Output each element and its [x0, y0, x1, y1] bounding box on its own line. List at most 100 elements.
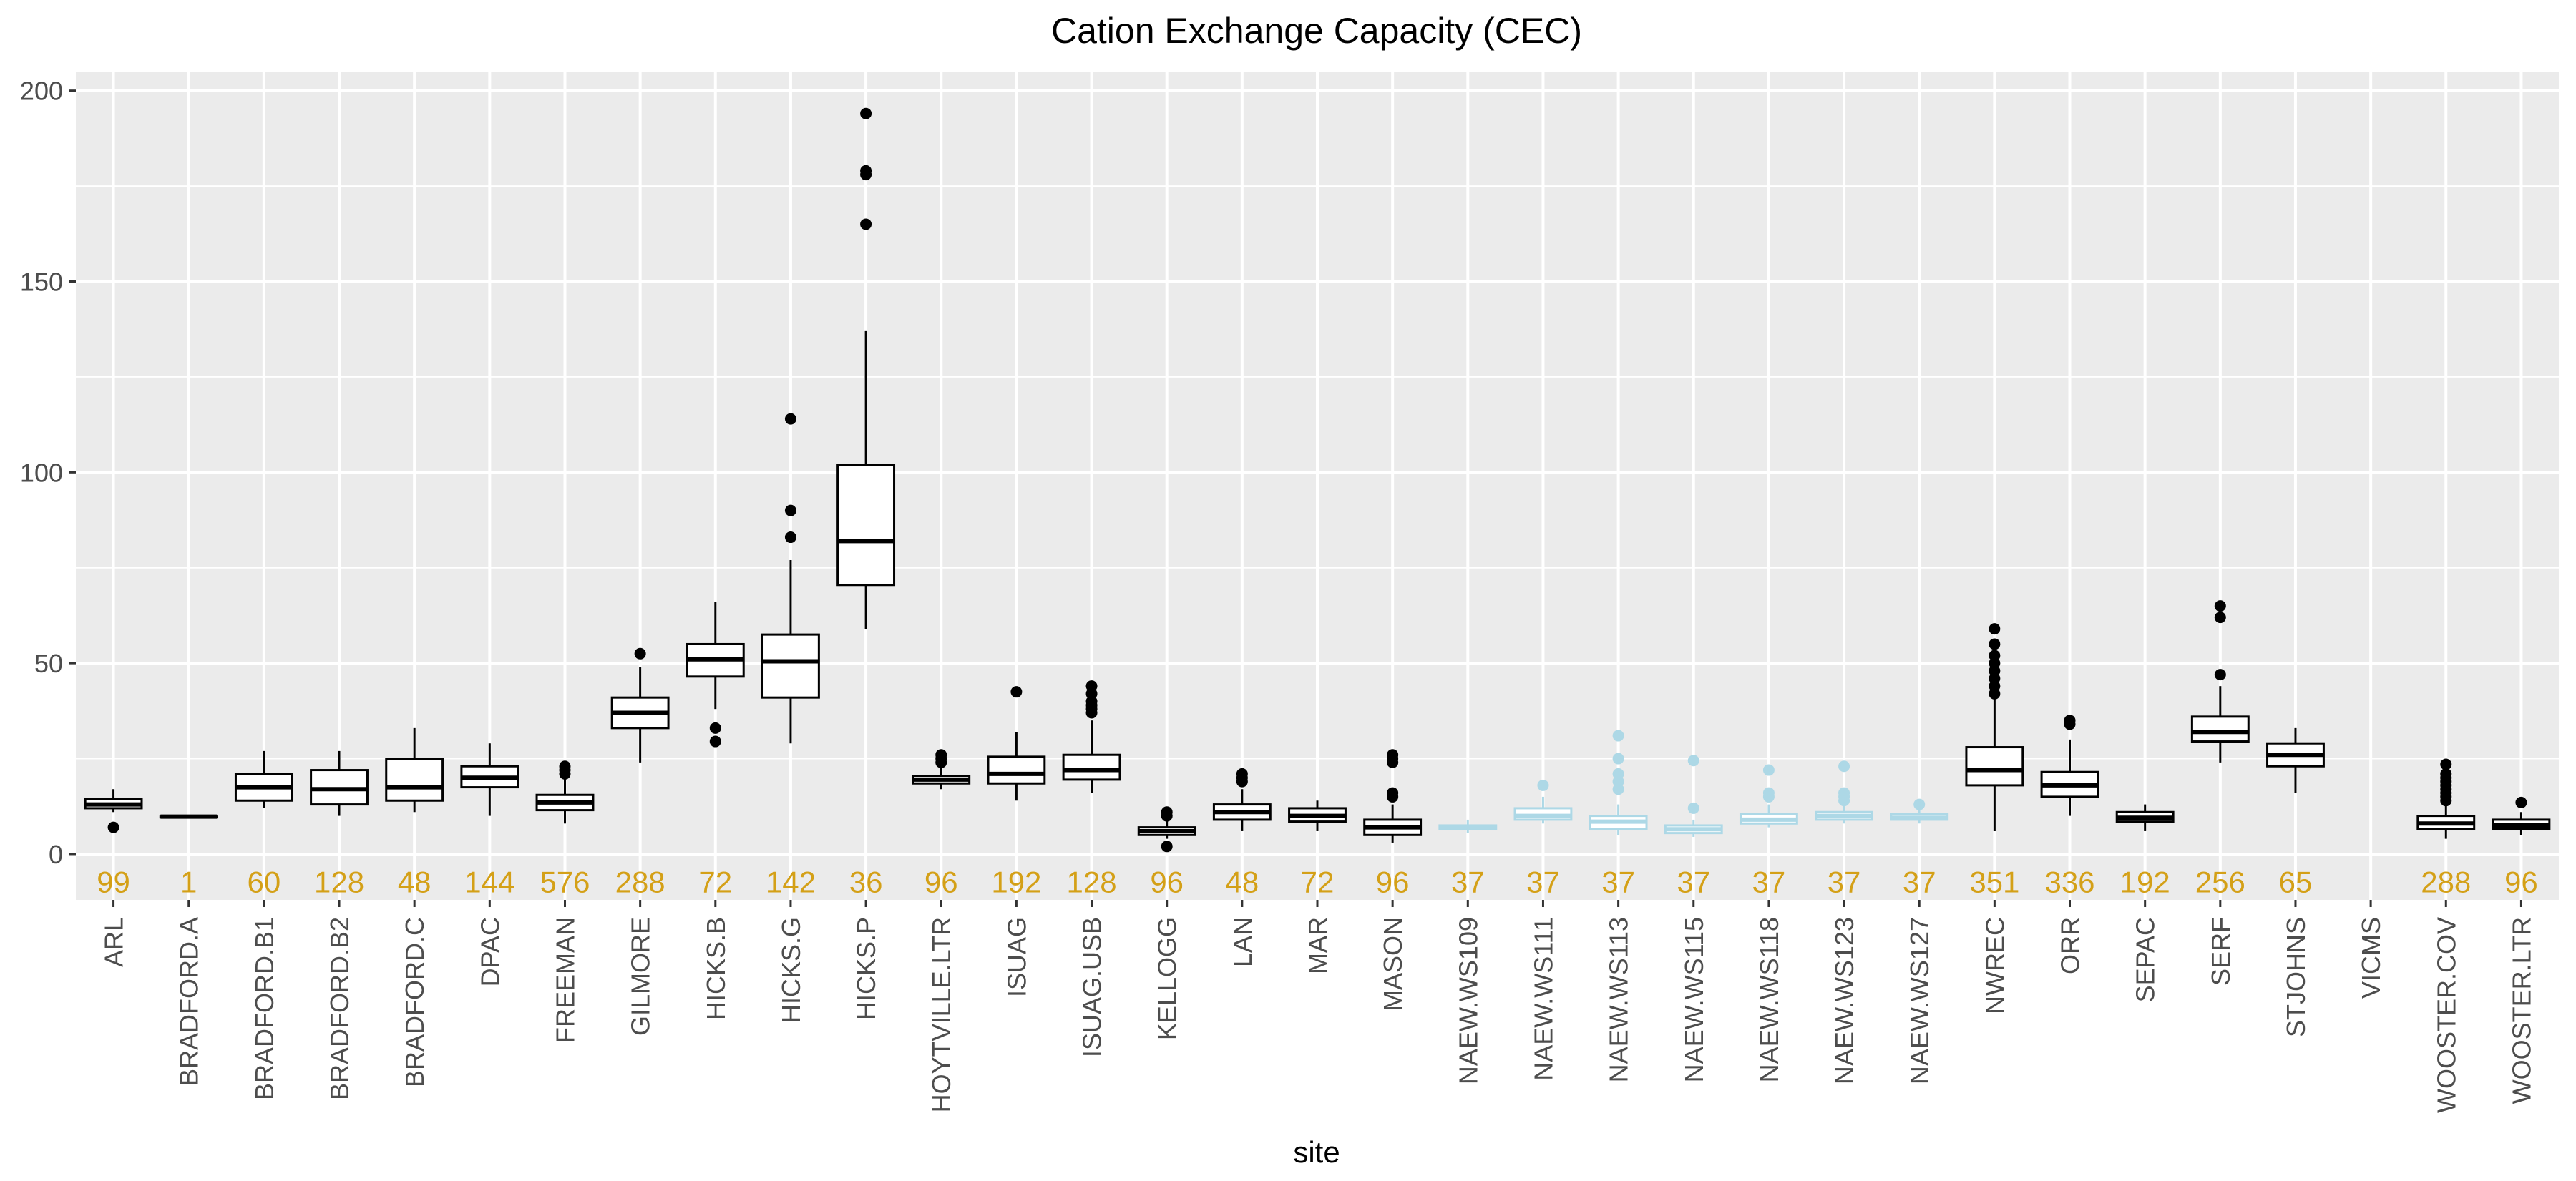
x-tick-label: GILMORE	[626, 917, 655, 1036]
box-naew-ws115	[1664, 755, 1723, 837]
x-tick-label: HICKS.P	[852, 917, 881, 1020]
outlier-point	[559, 760, 571, 773]
outlier-point	[1612, 730, 1624, 742]
box-gilmore	[610, 647, 670, 763]
outlier-point	[1762, 787, 1775, 799]
outlier-point	[1387, 749, 1399, 761]
count-label: 48	[398, 865, 431, 898]
count-label: 576	[540, 865, 590, 898]
x-tick-label: ORR	[2056, 917, 2085, 974]
x-tick-label: NAEW.WS115	[1679, 917, 1709, 1082]
x-tick-label: ISUAG.USB	[1078, 917, 1107, 1057]
outlier-point	[1687, 802, 1699, 814]
box-bradford-c	[385, 727, 444, 813]
x-tick-label: BRADFORD.A	[175, 917, 204, 1086]
x-tick-label: ARL	[99, 917, 129, 967]
x-axis: ARL BRADFORD.A BRADFORD.B1 BRADFORD.B2 BRADF…	[99, 900, 2536, 1113]
chart-title: Cation Exchange Capacity (CEC)	[1051, 11, 1582, 51]
count-label: 142	[766, 865, 816, 898]
count-label: 192	[991, 865, 1041, 898]
outlier-point	[1838, 760, 1850, 773]
count-label: 37	[1903, 865, 1936, 898]
x-tick-label: DPAC	[475, 917, 504, 986]
x-tick-label: SEPAC	[2131, 917, 2160, 1002]
x-axis-title: site	[1293, 1135, 1340, 1169]
outlier-point	[2214, 612, 2226, 624]
y-tick-label: 0	[49, 840, 63, 869]
y-tick-label: 100	[20, 458, 63, 487]
box-iqr	[1965, 746, 2024, 787]
outlier-point	[1989, 638, 2001, 650]
count-label: 65	[2279, 865, 2313, 898]
outlier-point	[2214, 600, 2226, 612]
box-iqr	[385, 758, 444, 802]
count-label: 96	[1150, 865, 1184, 898]
x-tick-label: MAR	[1303, 917, 1332, 974]
x-tick-label: HICKS.G	[776, 917, 806, 1023]
outlier-point	[709, 722, 721, 734]
outlier-point	[1838, 787, 1850, 799]
x-tick-label: NAEW.WS127	[1905, 917, 1934, 1084]
x-tick-label: NAEW.WS111	[1528, 917, 1558, 1081]
x-tick-label: HOYTVILLE.LTR	[927, 917, 956, 1112]
box-iqr	[1062, 753, 1121, 781]
outlier-point	[2064, 715, 2076, 727]
box-serf	[2190, 600, 2250, 763]
outlier-point	[935, 749, 947, 761]
box-isuag	[987, 686, 1046, 801]
outlier-point	[1010, 686, 1023, 698]
x-tick-label: NAEW.WS109	[1453, 917, 1483, 1084]
count-label: 351	[1969, 865, 2019, 898]
outlier-point	[1989, 650, 2001, 662]
y-tick-label: 200	[20, 77, 63, 106]
outlier-point	[1687, 755, 1699, 767]
box-arl	[84, 789, 143, 833]
box-mar	[1288, 800, 1347, 831]
count-label: 144	[464, 865, 514, 898]
outlier-point	[784, 504, 796, 516]
box-naew-ws118	[1739, 764, 1798, 828]
box-isuag-usb	[1062, 680, 1121, 793]
outlier-point	[1236, 768, 1248, 780]
outlier-point	[784, 531, 796, 544]
outlier-point	[860, 107, 872, 119]
count-label: 37	[1601, 865, 1635, 898]
count-label: 72	[698, 865, 732, 898]
box-bradford-b1	[234, 750, 293, 808]
y-tick-label: 50	[34, 649, 63, 678]
count-label: 288	[2421, 865, 2471, 898]
count-label: 96	[2504, 865, 2538, 898]
outlier-point	[1762, 764, 1775, 776]
x-tick-label: HICKS.B	[701, 917, 731, 1020]
x-tick-label: STJOHNS	[2281, 917, 2311, 1037]
outlier-point	[860, 218, 872, 230]
box-nwrec	[1965, 623, 2024, 831]
boxes	[84, 107, 2551, 853]
count-label: 192	[2120, 865, 2170, 898]
count-label: 37	[1451, 865, 1485, 898]
outlier-point	[1085, 680, 1098, 692]
x-tick-label: BRADFORD.C	[400, 917, 429, 1087]
x-tick-label: KELLOGG	[1153, 917, 1182, 1040]
outlier-point	[1161, 806, 1173, 818]
count-label: 96	[924, 865, 958, 898]
x-tick-label: ISUAG	[1002, 917, 1031, 997]
box-naew-ws111	[1513, 779, 1573, 824]
outlier-point	[860, 165, 872, 177]
box-kellogg	[1137, 806, 1196, 853]
count-label: 37	[1752, 865, 1786, 898]
outlier-point	[1989, 623, 2001, 635]
outlier-point	[634, 647, 646, 660]
count-label: 60	[248, 865, 281, 898]
count-label: 99	[97, 865, 130, 898]
box-iqr	[761, 633, 820, 699]
count-label: 37	[1828, 865, 1861, 898]
count-label: 256	[2195, 865, 2245, 898]
box-hicks-p	[836, 107, 896, 629]
x-tick-label: NAEW.WS113	[1604, 917, 1634, 1082]
outlier-point	[709, 735, 721, 748]
outlier-point	[2515, 796, 2527, 808]
box-wooster-cov	[2416, 758, 2476, 839]
